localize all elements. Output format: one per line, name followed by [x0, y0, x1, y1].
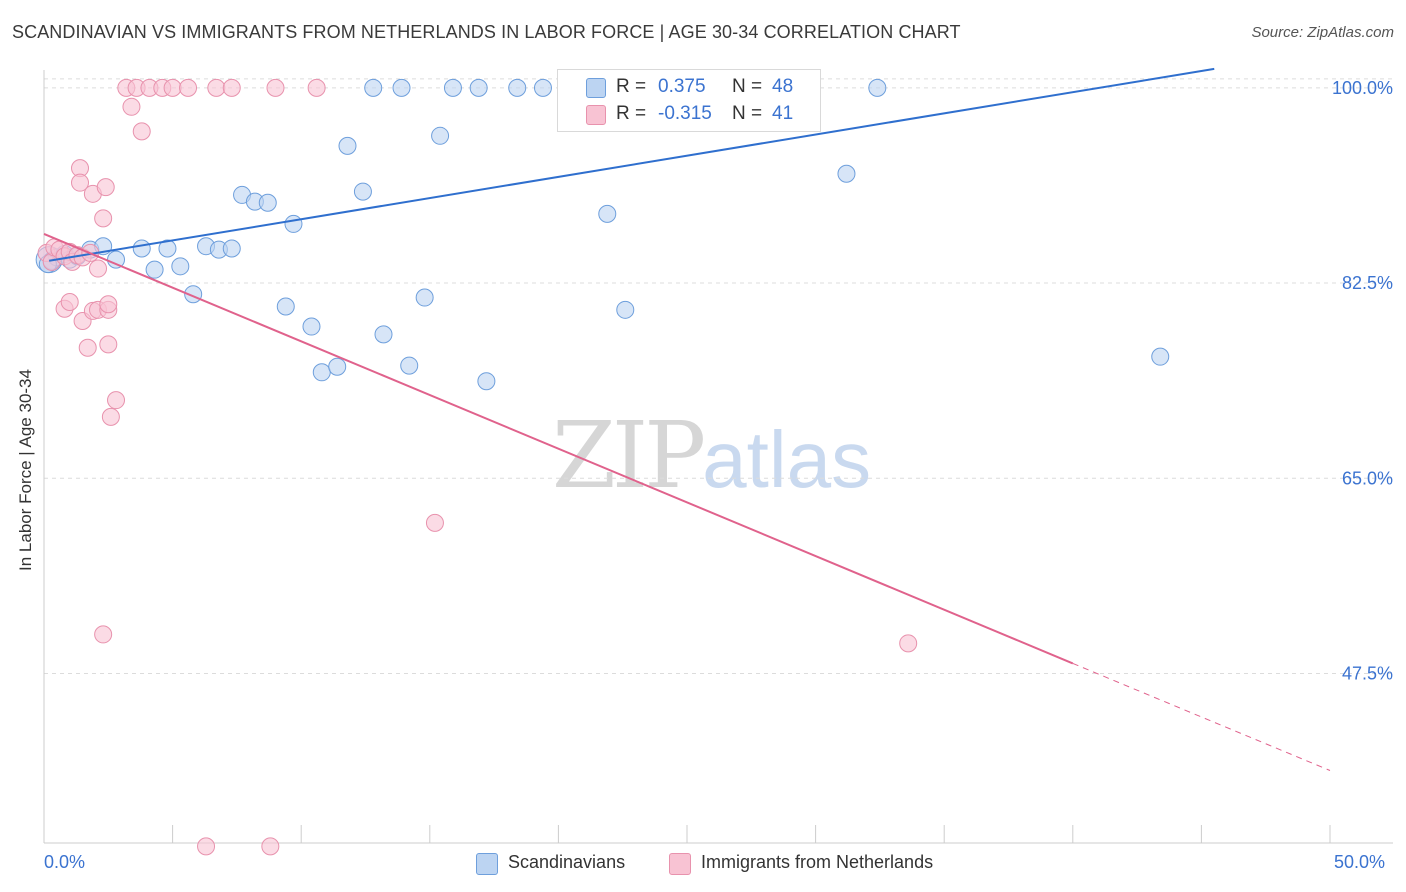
data-point [533, 78, 552, 97]
y-tick-label: 82.5% [1342, 273, 1393, 293]
data-point [284, 214, 303, 233]
x-tick-max: 50.0% [1334, 852, 1386, 872]
data-point [477, 372, 496, 391]
data-point [99, 295, 118, 314]
data-point [276, 297, 295, 316]
pink-swatch [669, 853, 691, 875]
data-point [197, 837, 216, 856]
data-point [364, 78, 383, 97]
data-point [60, 293, 79, 312]
data-point [400, 356, 419, 375]
data-point [598, 204, 617, 223]
r-label: R = [616, 76, 647, 97]
data-point [99, 335, 118, 354]
data-point [374, 325, 393, 344]
data-point [616, 300, 635, 319]
legend-label: Scandinavians [508, 852, 626, 872]
y-axis-label: In Labor Force | Age 30-34 [16, 369, 35, 571]
y-tick-label: 100.0% [1332, 78, 1393, 98]
data-point [258, 193, 277, 212]
watermark-atlas: atlas [702, 415, 872, 504]
legend-label: Immigrants from Netherlands [701, 852, 934, 872]
blue-swatch [476, 853, 498, 875]
data-point [158, 239, 177, 258]
data-point [132, 239, 151, 258]
data-point [261, 837, 280, 856]
blue-swatch [586, 78, 606, 98]
n-label: N = [732, 103, 763, 124]
x-tick-min: 0.0% [44, 852, 86, 872]
data-point [431, 126, 450, 145]
r-value: 0.375 [658, 76, 706, 97]
watermark: ZIPatlas [552, 402, 871, 509]
data-point [94, 209, 113, 228]
data-point [222, 78, 241, 97]
data-point [94, 625, 113, 644]
data-point [145, 260, 164, 279]
r-label: R = [616, 103, 647, 124]
data-point [122, 97, 141, 116]
n-value: 48 [772, 76, 794, 97]
data-point [207, 78, 226, 97]
data-point [328, 357, 347, 376]
data-point [899, 634, 918, 653]
data-point [425, 513, 444, 532]
data-point [302, 317, 321, 336]
data-point [171, 257, 190, 276]
series-legend: Scandinavians Immigrants from Netherland… [0, 852, 1406, 878]
data-point [132, 122, 151, 141]
data-point [163, 78, 182, 97]
data-point [338, 136, 357, 155]
pink-swatch [586, 105, 606, 125]
chart-title: SCANDINAVIAN VS IMMIGRANTS FROM NETHERLA… [12, 22, 961, 42]
data-point [392, 78, 411, 97]
data-point [307, 78, 326, 97]
data-point [415, 288, 434, 307]
data-point [469, 78, 488, 97]
data-point [837, 164, 856, 183]
legend-row-netherlands: R = -0.315 N = 41 [558, 101, 820, 127]
n-label: N = [732, 76, 763, 97]
data-point [443, 78, 462, 97]
data-point [101, 407, 120, 426]
legend-row-scandinavians: R = 0.375 N = 48 [558, 74, 820, 100]
data-point [71, 173, 90, 192]
y-tick-label: 65.0% [1342, 468, 1393, 488]
correlation-legend: R = 0.375 N = 48 R = -0.315 N = 41 [557, 69, 821, 132]
trend-line-netherlands-extension [1072, 662, 1331, 771]
watermark-zip: ZIP [552, 402, 706, 509]
data-point [312, 363, 331, 382]
data-point [78, 338, 97, 357]
data-point [868, 78, 887, 97]
data-point [179, 78, 198, 97]
data-point [222, 239, 241, 258]
y-tick-label: 47.5% [1342, 663, 1393, 683]
source-label: Source: ZipAtlas.com [1251, 24, 1394, 41]
r-value: -0.315 [658, 103, 712, 124]
trend-line-scandinavians [48, 67, 1215, 262]
data-point [266, 78, 285, 97]
n-value: 41 [772, 103, 794, 124]
data-point [353, 182, 372, 201]
data-point [508, 78, 527, 97]
trend-line-netherlands [43, 233, 1074, 665]
data-point [107, 391, 126, 410]
data-point [1151, 347, 1170, 366]
data-point [96, 178, 115, 197]
data-point [89, 259, 108, 278]
